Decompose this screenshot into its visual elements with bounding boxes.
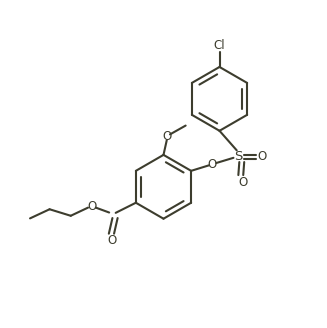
Text: O: O xyxy=(238,176,247,189)
Text: O: O xyxy=(87,199,96,213)
Text: O: O xyxy=(208,158,217,171)
Text: O: O xyxy=(257,150,267,163)
Text: O: O xyxy=(108,234,117,247)
Text: S: S xyxy=(234,150,243,163)
Text: O: O xyxy=(162,131,171,143)
Text: Cl: Cl xyxy=(214,39,225,52)
